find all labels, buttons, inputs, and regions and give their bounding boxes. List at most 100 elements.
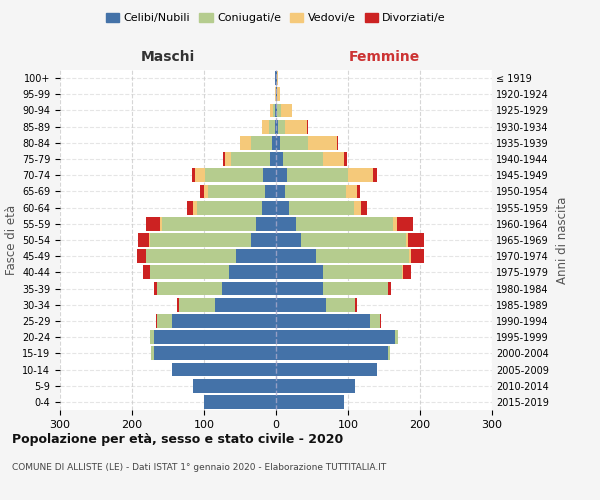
Bar bbox=[236, 250, 276, 263]
Bar bbox=[281, 104, 292, 118]
Bar bbox=[276, 266, 323, 280]
Bar bbox=[402, 266, 403, 280]
Bar bbox=[354, 200, 361, 214]
Bar bbox=[406, 233, 408, 247]
Bar bbox=[205, 168, 263, 182]
Bar bbox=[289, 200, 354, 214]
Bar bbox=[157, 282, 222, 296]
Bar bbox=[408, 233, 424, 247]
Bar bbox=[225, 152, 230, 166]
Text: Popolazione per età, sesso e stato civile - 2020: Popolazione per età, sesso e stato civil… bbox=[12, 432, 343, 446]
Bar bbox=[208, 184, 265, 198]
Bar bbox=[263, 168, 276, 182]
Bar bbox=[275, 88, 276, 101]
Bar bbox=[276, 71, 277, 85]
Bar bbox=[403, 266, 412, 280]
Bar bbox=[179, 298, 215, 312]
Bar bbox=[276, 88, 277, 101]
Bar bbox=[286, 120, 307, 134]
Bar bbox=[204, 184, 208, 198]
Bar bbox=[229, 266, 276, 280]
Bar bbox=[276, 298, 326, 312]
Bar bbox=[307, 120, 308, 134]
Bar bbox=[316, 250, 409, 263]
Bar bbox=[197, 200, 262, 214]
Text: Maschi: Maschi bbox=[141, 50, 195, 64]
Bar bbox=[308, 136, 337, 149]
Bar bbox=[380, 314, 381, 328]
Bar bbox=[172, 362, 276, 376]
Bar bbox=[204, 395, 276, 409]
Bar bbox=[262, 200, 276, 214]
Bar bbox=[337, 136, 338, 149]
Y-axis label: Anni di nascita: Anni di nascita bbox=[556, 196, 569, 284]
Bar bbox=[215, 298, 276, 312]
Bar bbox=[262, 120, 269, 134]
Bar bbox=[193, 168, 194, 182]
Bar bbox=[276, 217, 296, 230]
Legend: Celibi/Nubili, Coniugati/e, Vedovi/e, Divorziati/e: Celibi/Nubili, Coniugati/e, Vedovi/e, Di… bbox=[101, 8, 451, 28]
Bar bbox=[410, 250, 424, 263]
Bar bbox=[240, 136, 251, 149]
Bar bbox=[276, 346, 388, 360]
Bar bbox=[276, 152, 283, 166]
Bar bbox=[276, 233, 301, 247]
Bar bbox=[361, 200, 367, 214]
Bar bbox=[146, 217, 160, 230]
Bar bbox=[270, 152, 276, 166]
Bar bbox=[149, 233, 150, 247]
Bar bbox=[278, 120, 286, 134]
Bar bbox=[355, 298, 358, 312]
Bar bbox=[222, 282, 276, 296]
Bar bbox=[150, 266, 229, 280]
Bar bbox=[370, 314, 380, 328]
Text: COMUNE DI ALLISTE (LE) - Dati ISTAT 1° gennaio 2020 - Elaborazione TUTTITALIA.IT: COMUNE DI ALLISTE (LE) - Dati ISTAT 1° g… bbox=[12, 462, 386, 471]
Bar bbox=[272, 136, 276, 149]
Bar bbox=[151, 346, 154, 360]
Bar bbox=[187, 200, 193, 214]
Bar bbox=[394, 217, 397, 230]
Bar bbox=[276, 136, 280, 149]
Bar bbox=[143, 266, 150, 280]
Bar bbox=[251, 233, 276, 247]
Bar bbox=[284, 184, 346, 198]
Bar bbox=[269, 104, 273, 118]
Bar bbox=[146, 250, 236, 263]
Bar bbox=[230, 152, 270, 166]
Bar bbox=[276, 362, 377, 376]
Bar bbox=[323, 152, 344, 166]
Bar bbox=[388, 282, 391, 296]
Bar bbox=[326, 298, 355, 312]
Bar bbox=[280, 136, 308, 149]
Bar bbox=[276, 282, 323, 296]
Bar bbox=[276, 184, 284, 198]
Bar bbox=[277, 71, 278, 85]
Bar bbox=[269, 120, 275, 134]
Bar bbox=[276, 250, 316, 263]
Bar bbox=[344, 152, 347, 166]
Bar bbox=[277, 104, 281, 118]
Bar bbox=[276, 379, 355, 392]
Bar bbox=[275, 120, 276, 134]
Bar bbox=[223, 152, 225, 166]
Bar bbox=[356, 184, 360, 198]
Bar bbox=[397, 217, 413, 230]
Bar bbox=[277, 88, 280, 101]
Bar bbox=[323, 266, 402, 280]
Bar bbox=[137, 250, 146, 263]
Bar bbox=[346, 184, 356, 198]
Bar bbox=[373, 168, 377, 182]
Bar bbox=[276, 120, 278, 134]
Bar bbox=[138, 233, 149, 247]
Bar bbox=[162, 217, 256, 230]
Bar bbox=[348, 168, 373, 182]
Bar bbox=[154, 330, 276, 344]
Bar bbox=[160, 217, 162, 230]
Bar bbox=[172, 314, 276, 328]
Bar bbox=[154, 346, 276, 360]
Bar bbox=[323, 282, 388, 296]
Bar bbox=[193, 379, 276, 392]
Bar bbox=[273, 104, 275, 118]
Bar bbox=[200, 184, 204, 198]
Bar bbox=[283, 152, 323, 166]
